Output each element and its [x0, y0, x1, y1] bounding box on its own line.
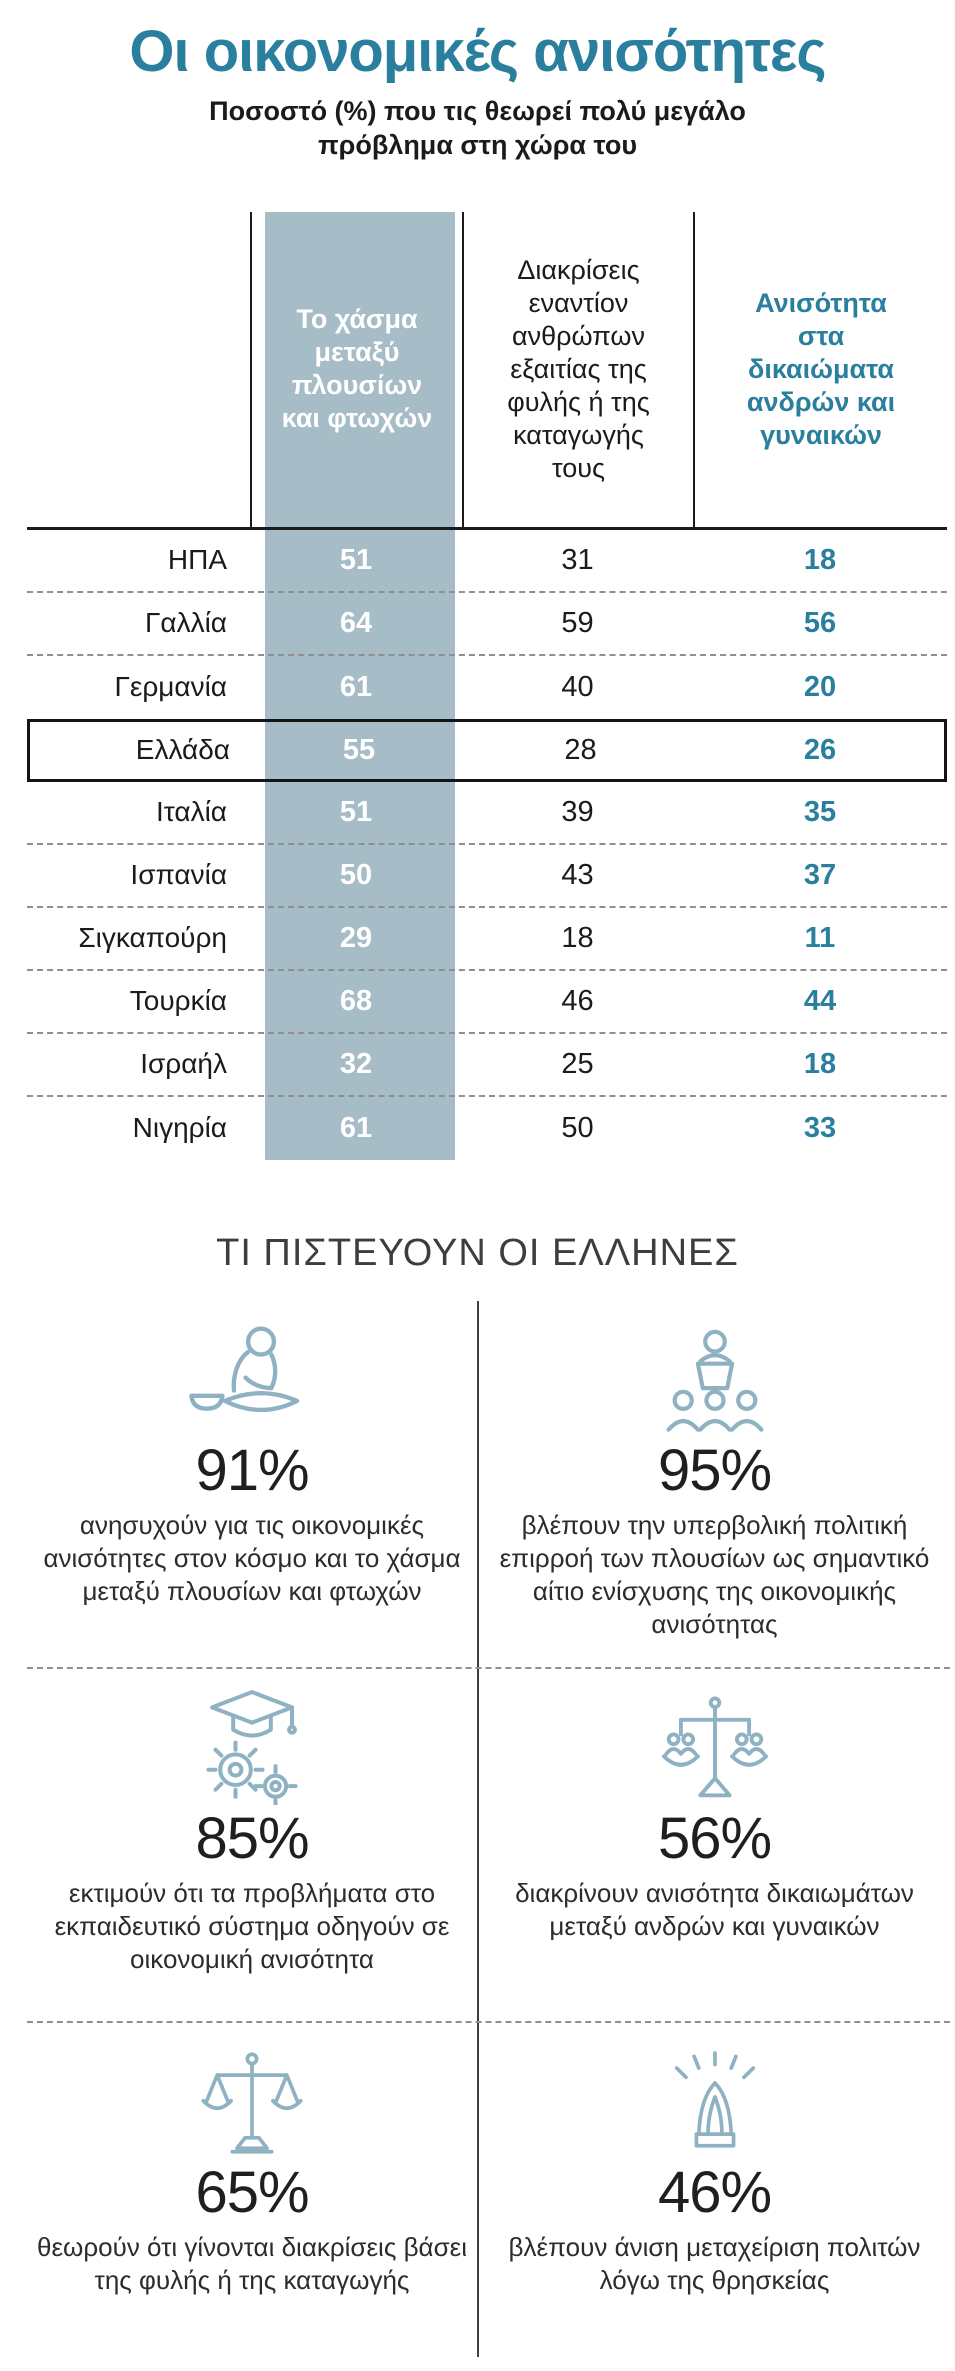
value-rich-poor-gap: 51: [339, 795, 373, 828]
value-rich-poor-gap: 50: [339, 858, 373, 891]
stats-row: 91% ανησυχούν για τις οικονομικές ανισότη…: [27, 1300, 950, 1669]
value-race-discrimination: 31: [561, 543, 594, 576]
table-header: Το χάσμα μεταξύ πλουσίων και φτωχών Διακ…: [27, 211, 947, 530]
stat-text: θεωρούν ότι γίνονται διακρίσεις βάσει τη…: [37, 2231, 467, 2295]
value-gender-inequality: 56: [803, 606, 837, 639]
value-rich-poor-gap: 29: [339, 921, 373, 954]
education-gears-icon: [192, 1689, 312, 1805]
value-race-discrimination: 18: [561, 921, 594, 954]
stat-block: 65% θεωρούν ότι γίνονται διακρίσεις βάσει…: [27, 2022, 479, 2357]
country-label: ΗΠΑ: [167, 544, 227, 576]
value-rich-poor-gap: 55: [342, 733, 376, 766]
header-col-race-discrimination-label: Διακρίσεις εναντίον ανθρώπων εξαιτίας τη…: [507, 255, 650, 483]
stats-row: 65% θεωρούν ότι γίνονται διακρίσεις βάσει…: [27, 2022, 950, 2357]
country-label: Γαλλία: [144, 607, 227, 639]
table-row: Γαλλία 64 59 56: [27, 593, 947, 656]
value-gender-inequality: 37: [803, 858, 837, 891]
country-label: Ισραήλ: [140, 1048, 227, 1080]
header-col-rich-poor-gap-label: Το χάσμα μεταξύ πλουσίων και φτωχών: [281, 304, 433, 434]
table-row: Γερμανία 61 40 20: [27, 656, 947, 719]
table-row: ΗΠΑ 51 31 18: [27, 530, 947, 593]
stat-text: ανησυχούν για τις οικονομικές ανισότητες…: [43, 1509, 461, 1607]
stat-block: 95% βλέπουν την υπερβολική πολιτική επιρρ…: [479, 1301, 950, 1667]
stat-value: 46%: [657, 2159, 772, 2225]
header-col-race-discrimination: Διακρίσεις εναντίον ανθρώπων εξαιτίας τη…: [462, 211, 693, 527]
value-race-discrimination: 43: [561, 858, 594, 891]
comparison-table: Το χάσμα μεταξύ πλουσίων και φτωχών Διακ…: [27, 211, 947, 1160]
stats-grid: 91% ανησυχούν για τις οικονομικές ανισότη…: [27, 1300, 950, 2357]
header-country-spacer: [27, 212, 250, 527]
value-race-discrimination: 40: [561, 670, 594, 703]
value-rich-poor-gap: 64: [339, 606, 373, 639]
stat-text: διακρίνουν ανισότητα δικαιωμάτων μεταξύ …: [515, 1877, 914, 1941]
table-row: Σιγκαπούρη 29 18 11: [27, 908, 947, 971]
value-race-discrimination: 28: [564, 733, 597, 766]
country-label: Σιγκαπούρη: [78, 922, 227, 954]
table-body: ΗΠΑ 51 31 18 Γαλλία 64 59 56 Γερμανία 61 40 20 Ελλάδ…: [27, 530, 947, 1160]
table-row: Ισπανία 50 43 37: [27, 845, 947, 908]
header-col-rich-poor-gap: Το χάσμα μεταξύ πλουσίων και φτωχών: [250, 211, 462, 527]
value-gender-inequality: 44: [803, 984, 837, 1017]
country-label: Νιγηρία: [132, 1112, 227, 1144]
value-race-discrimination: 50: [561, 1111, 594, 1144]
stat-block: 46% βλέπουν άνιση μεταχείριση πολιτών λόγ…: [479, 2023, 950, 2357]
value-gender-inequality: 18: [803, 543, 837, 576]
table-row: Νιγηρία 61 50 33: [27, 1097, 947, 1160]
value-race-discrimination: 25: [561, 1047, 594, 1080]
stat-value: 95%: [657, 1437, 772, 1503]
value-gender-inequality: 33: [803, 1111, 837, 1144]
header-col-gender-inequality: Ανισότητα στα δικαιώματα ανδρών και γυνα…: [693, 211, 947, 527]
country-label: Ιταλία: [155, 796, 227, 828]
page-title: Οι οικονομικές ανισότητες: [129, 19, 826, 84]
stat-text: βλέπουν την υπερβολική πολιτική επιρροή …: [499, 1509, 930, 1640]
country-label: Τουρκία: [129, 985, 227, 1017]
stat-text: εκτιμούν ότι τα προβλήματα στο εκπαιδευτ…: [54, 1877, 450, 1975]
value-gender-inequality: 35: [803, 795, 837, 828]
value-gender-inequality: 20: [803, 670, 837, 703]
stat-text: βλέπουν άνιση μεταχείριση πολιτών λόγω τ…: [508, 2231, 921, 2295]
stat-block: 56% διακρίνουν ανισότητα δικαιωμάτων μετα…: [479, 1669, 950, 2021]
value-gender-inequality: 18: [803, 1047, 837, 1080]
justice-scale-icon: [194, 2045, 310, 2159]
table-row: Τουρκία 68 46 44: [27, 971, 947, 1034]
gender-balance-icon: [654, 1691, 776, 1805]
stat-value: 56%: [657, 1805, 772, 1871]
value-race-discrimination: 46: [561, 984, 594, 1017]
beggar-icon: [178, 1323, 326, 1437]
table-row-highlighted: Ελλάδα 55 28 26: [27, 718, 947, 782]
value-rich-poor-gap: 61: [339, 1111, 373, 1144]
country-label: Ελλάδα: [135, 734, 230, 766]
stat-block: 91% ανησυχούν για τις οικονομικές ανισότη…: [27, 1300, 479, 1667]
table-row: Ιταλία 51 39 35: [27, 782, 947, 845]
stat-value: 85%: [195, 1805, 309, 1871]
value-rich-poor-gap: 32: [339, 1047, 373, 1080]
slate-column-background: [265, 211, 455, 1160]
value-gender-inequality: 26: [803, 733, 837, 766]
header-col-gender-inequality-label: Ανισότητα στα δικαιώματα ανδρών και γυνα…: [746, 287, 896, 450]
politician-icon: [653, 1323, 777, 1437]
table-row: Ισραήλ 32 25 18: [27, 1034, 947, 1097]
stat-value: 91%: [195, 1437, 309, 1503]
stats-row: 85% εκτιμούν ότι τα προβλήματα στο εκπαιδ…: [27, 1668, 950, 2023]
page-subtitle: Ποσοστό (%) που τις θεωρεί πολύ μεγάλο π…: [209, 95, 746, 160]
stat-value: 65%: [195, 2159, 309, 2225]
value-rich-poor-gap: 61: [339, 670, 373, 703]
value-race-discrimination: 59: [561, 606, 594, 639]
stat-block: 85% εκτιμούν ότι τα προβλήματα στο εκπαιδ…: [27, 1668, 479, 2021]
value-race-discrimination: 39: [561, 795, 594, 828]
value-gender-inequality: 11: [804, 921, 836, 954]
country-label: Ισπανία: [130, 859, 227, 891]
value-rich-poor-gap: 51: [339, 543, 373, 576]
value-rich-poor-gap: 68: [339, 984, 373, 1017]
section-title: ΤΙ ΠΙΣΤΕΥΟΥΝ ΟΙ ΕΛΛΗΝΕΣ: [216, 1231, 739, 1274]
praying-hands-icon: [657, 2045, 773, 2159]
country-label: Γερμανία: [114, 671, 227, 703]
